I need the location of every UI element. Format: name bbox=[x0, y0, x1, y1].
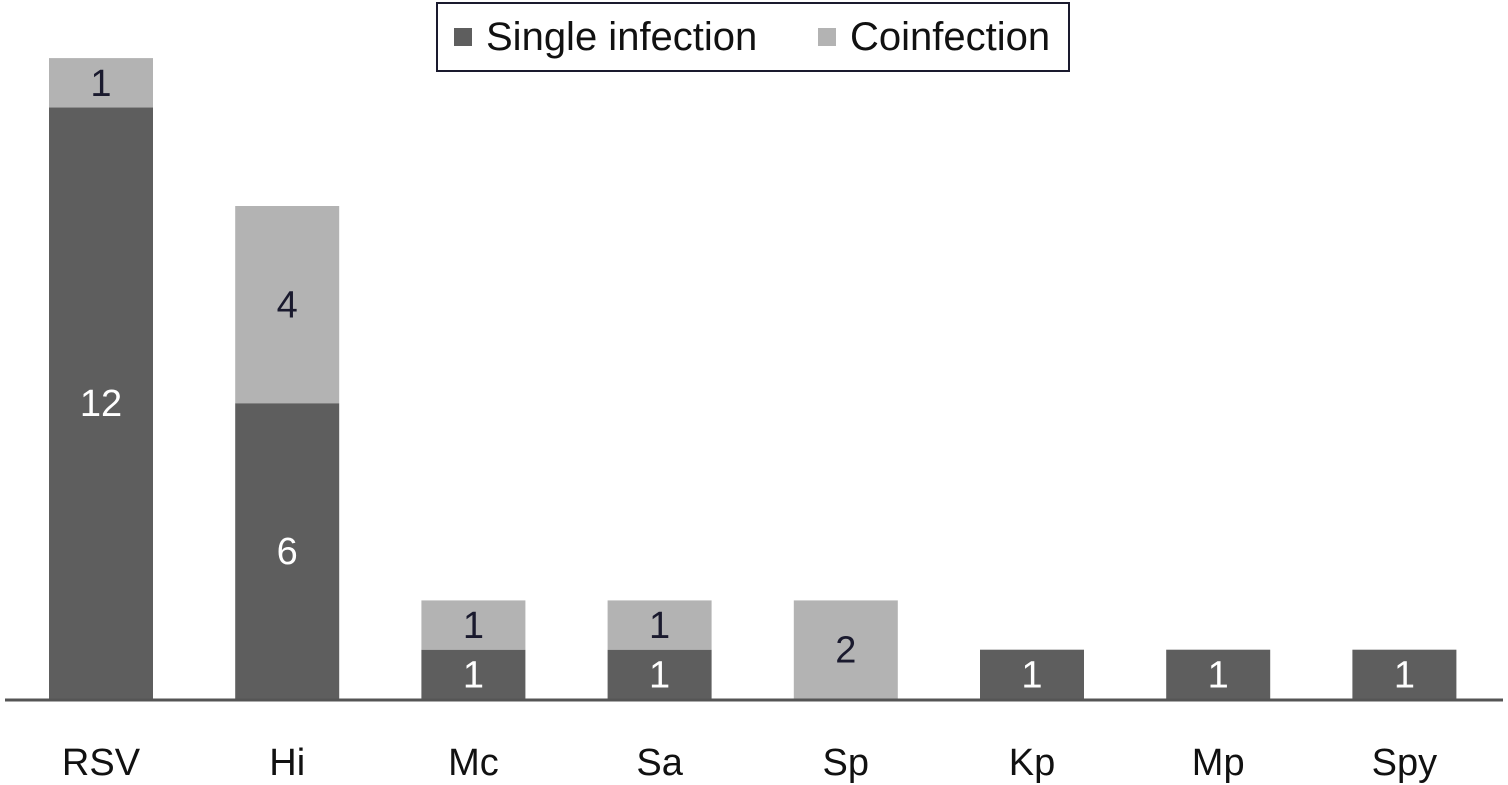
x-tick-label-rsv: RSV bbox=[62, 742, 141, 784]
data-label-hi-single-infection: 6 bbox=[277, 531, 298, 573]
legend-label-single-infection: Single infection bbox=[486, 15, 758, 59]
bar-hi-single-infection bbox=[235, 403, 340, 699]
bar-sa-single-infection bbox=[607, 649, 712, 699]
bar-rsv-coinfection bbox=[49, 58, 153, 108]
legend-swatch-coinfection bbox=[818, 28, 836, 46]
legend-label-coinfection: Coinfection bbox=[850, 15, 1051, 59]
bar-hi-coinfection bbox=[235, 206, 340, 404]
bar-mc-coinfection bbox=[421, 600, 526, 650]
x-tick-label-spy: Spy bbox=[1372, 742, 1437, 784]
data-label-sa-coinfection: 1 bbox=[649, 605, 670, 647]
bar-sa-coinfection bbox=[607, 600, 712, 650]
data-label-mc-coinfection: 1 bbox=[463, 605, 484, 647]
data-label-hi-coinfection: 4 bbox=[277, 285, 298, 327]
data-label-mc-single-infection: 1 bbox=[463, 654, 484, 696]
legend-item-single-infection: Single infection bbox=[454, 4, 757, 70]
data-label-sa-single-infection: 1 bbox=[649, 654, 670, 696]
data-label-mp-single-infection: 1 bbox=[1208, 654, 1229, 696]
bar-sp-coinfection bbox=[793, 600, 898, 699]
x-tick-label-sp: Sp bbox=[823, 742, 869, 784]
legend-swatch-single-infection bbox=[454, 28, 472, 46]
bar-spy-single-infection bbox=[1352, 649, 1457, 699]
bar-mp-single-infection bbox=[1166, 649, 1271, 699]
legend: Single infection Coinfection bbox=[436, 2, 1070, 72]
bar-rsv-single-infection bbox=[49, 107, 153, 699]
bar-kp-single-infection bbox=[980, 649, 1084, 699]
x-tick-label-sa: Sa bbox=[636, 742, 683, 784]
x-tick-label-mc: Mc bbox=[448, 742, 499, 784]
data-label-rsv-single-infection: 12 bbox=[80, 383, 122, 425]
data-label-kp-single-infection: 1 bbox=[1021, 654, 1042, 696]
x-tick-label-mp: Mp bbox=[1192, 742, 1245, 784]
bar-mc-single-infection bbox=[421, 649, 526, 699]
data-label-rsv-coinfection: 1 bbox=[90, 63, 111, 105]
data-label-sp-coinfection: 2 bbox=[835, 630, 856, 672]
legend-item-coinfection: Coinfection bbox=[818, 4, 1050, 70]
data-label-spy-single-infection: 1 bbox=[1394, 654, 1415, 696]
x-tick-label-hi: Hi bbox=[269, 742, 305, 784]
x-tick-label-kp: Kp bbox=[1009, 742, 1055, 784]
